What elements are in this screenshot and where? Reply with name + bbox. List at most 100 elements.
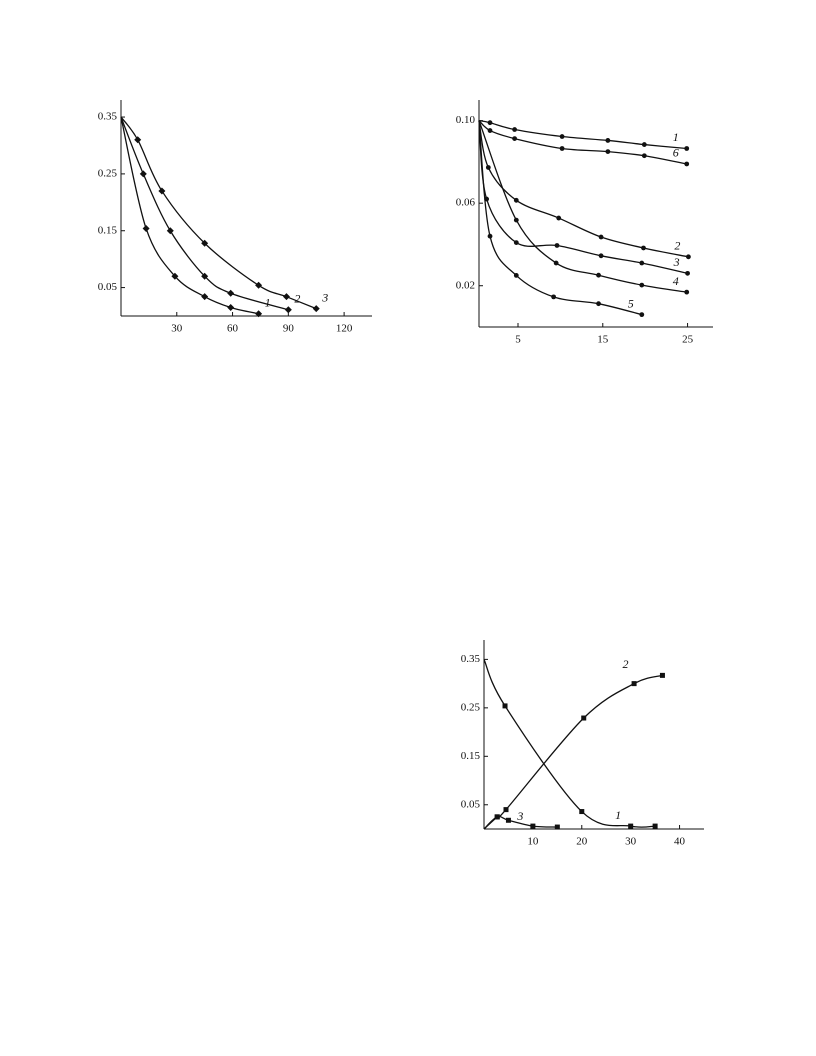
curve-label: 1 [265, 295, 271, 309]
marker [596, 301, 601, 307]
curve-label: 2 [674, 239, 680, 253]
marker [282, 293, 290, 301]
marker [201, 239, 209, 247]
curve-label: 1 [615, 808, 621, 822]
marker [652, 823, 658, 829]
curve [483, 659, 656, 828]
y-tick-label: 0.35 [461, 653, 481, 665]
marker [559, 134, 565, 139]
x-tick-label: 25 [682, 334, 694, 346]
marker [312, 305, 320, 313]
x-tick-label: 120 [336, 323, 353, 335]
marker [684, 161, 690, 167]
x-tick-label: 15 [597, 334, 609, 346]
marker [596, 272, 601, 278]
x-tick-label: 90 [283, 323, 295, 335]
curve [478, 119, 687, 150]
marker [284, 306, 292, 314]
marker [142, 224, 150, 232]
x-tick-label: 30 [171, 323, 183, 335]
marker [201, 293, 209, 301]
curve-label: 6 [673, 146, 679, 160]
marker [639, 260, 645, 266]
curve-label: 3 [321, 290, 328, 304]
curve [478, 120, 689, 258]
x-tick-label: 40 [674, 836, 686, 848]
marker [579, 809, 585, 815]
y-tick-label: 0.35 [98, 111, 118, 123]
marker [605, 138, 611, 143]
marker [628, 823, 634, 829]
marker [659, 672, 665, 678]
marker [487, 128, 493, 133]
y-tick-label: 0.05 [98, 281, 118, 293]
marker [255, 310, 263, 318]
marker [554, 243, 560, 248]
marker [598, 234, 604, 240]
marker [684, 146, 690, 151]
marker [641, 153, 647, 159]
curve-label: 2 [294, 291, 300, 305]
marker [512, 136, 518, 141]
marker [494, 814, 500, 820]
marker [641, 245, 646, 251]
x-tick-label: 5 [515, 334, 521, 346]
marker [685, 270, 690, 276]
marker [530, 823, 536, 829]
marker [581, 715, 587, 721]
marker [553, 260, 559, 266]
x-tick-label: 20 [576, 836, 588, 848]
marker [487, 233, 493, 239]
marker [631, 681, 637, 687]
y-tick-label: 0.06 [456, 197, 476, 209]
marker [505, 817, 511, 823]
curve-label: 5 [628, 296, 634, 310]
y-tick-label: 0.02 [456, 279, 475, 291]
marker [139, 170, 147, 178]
y-tick-label: 0.15 [461, 750, 481, 762]
marker [513, 240, 519, 245]
marker [641, 142, 647, 147]
marker [502, 703, 508, 709]
x-tick-label: 60 [227, 323, 239, 335]
curve-label: 4 [673, 274, 679, 288]
curve [483, 674, 663, 830]
marker [513, 197, 519, 203]
marker [639, 312, 645, 318]
curve-label: 3 [516, 809, 523, 823]
marker [512, 127, 518, 132]
marker [684, 289, 690, 295]
marker [551, 294, 557, 300]
marker [171, 272, 179, 280]
y-tick-label: 0.05 [461, 798, 481, 810]
marker [227, 303, 235, 311]
curve [120, 116, 317, 310]
marker [227, 289, 235, 297]
marker [485, 165, 491, 170]
y-tick-label: 0.25 [98, 167, 118, 179]
marker [158, 187, 166, 195]
marker [503, 807, 509, 813]
marker [598, 253, 604, 259]
marker [255, 281, 263, 289]
curve [478, 120, 687, 165]
curve-label: 2 [622, 657, 628, 671]
x-tick-label: 30 [625, 836, 637, 848]
curve-label: 3 [673, 255, 680, 269]
marker [513, 217, 519, 223]
marker [605, 149, 611, 154]
y-tick-label: 0.25 [461, 701, 481, 713]
curve [120, 116, 289, 311]
curve-label: 1 [673, 130, 679, 144]
marker [487, 120, 493, 126]
marker [556, 215, 562, 221]
marker [134, 136, 142, 144]
marker [513, 273, 519, 278]
marker [201, 272, 209, 280]
y-tick-label: 0.15 [98, 224, 118, 236]
marker [639, 282, 645, 288]
marker [166, 227, 174, 235]
y-tick-label: 0.10 [456, 114, 476, 126]
marker [554, 824, 560, 830]
